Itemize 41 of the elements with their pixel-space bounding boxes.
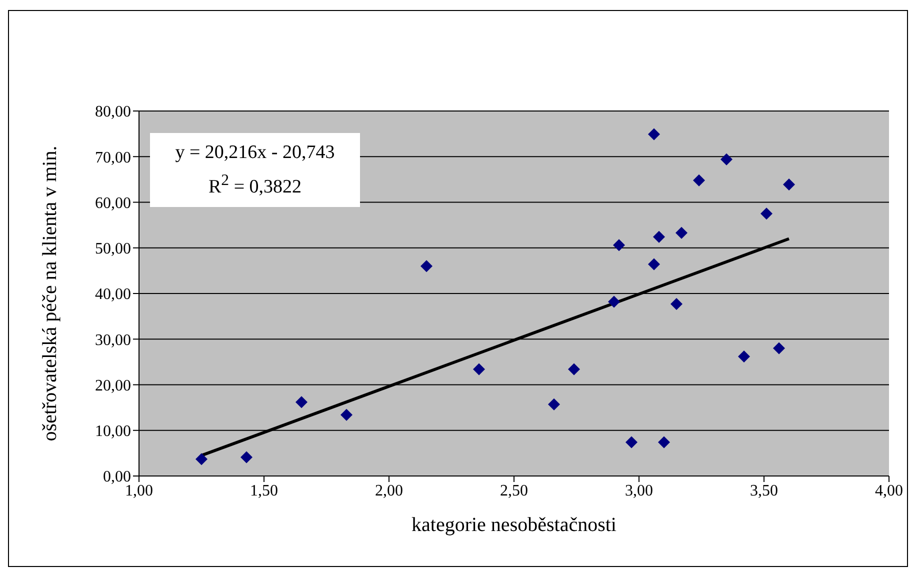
point [653, 230, 665, 243]
point [773, 342, 785, 354]
point [648, 128, 660, 140]
y-tick-label: 60,00 [95, 194, 131, 212]
point [693, 174, 705, 186]
point [340, 408, 352, 421]
x-tick-label: 3,00 [625, 482, 653, 500]
y-tick-label: 70,00 [95, 149, 131, 166]
point [568, 363, 580, 376]
point [760, 208, 772, 220]
x-tick-label: 2,00 [375, 482, 403, 500]
point [473, 363, 485, 376]
annotation: y = 20,216x - 20,743 [174, 141, 336, 165]
y-tick-label: 10,00 [95, 423, 131, 440]
point [738, 350, 750, 362]
y-tick-label: 40,00 [95, 286, 131, 304]
x-axis-title: kategorie nesoběstačnosti [412, 514, 617, 536]
point [648, 258, 660, 270]
point [676, 226, 688, 239]
y-tick-label: 80,00 [95, 104, 131, 121]
point [670, 298, 682, 310]
x-tick-label: 3,50 [750, 482, 778, 500]
y-tick-label: 20,00 [95, 377, 131, 394]
y-axis-title: ošetřovatelská péče na klienta v min. [39, 146, 62, 442]
point [196, 453, 208, 466]
point [720, 153, 732, 166]
annotation: R$^{2}$ = 0,3822 [207, 171, 303, 200]
point [420, 260, 432, 272]
x-tick-label: 1,50 [250, 482, 278, 500]
point [608, 296, 620, 308]
x-tick-label: 2,50 [500, 482, 528, 500]
point [658, 436, 670, 448]
point [548, 398, 560, 410]
point [240, 451, 252, 464]
y-tick-label: 30,00 [95, 332, 131, 349]
point [783, 178, 795, 190]
point [626, 436, 638, 448]
point [613, 239, 625, 252]
point [296, 396, 308, 408]
y-tick-label: 50,00 [95, 240, 131, 258]
x-tick-label: 4,00 [875, 482, 903, 500]
